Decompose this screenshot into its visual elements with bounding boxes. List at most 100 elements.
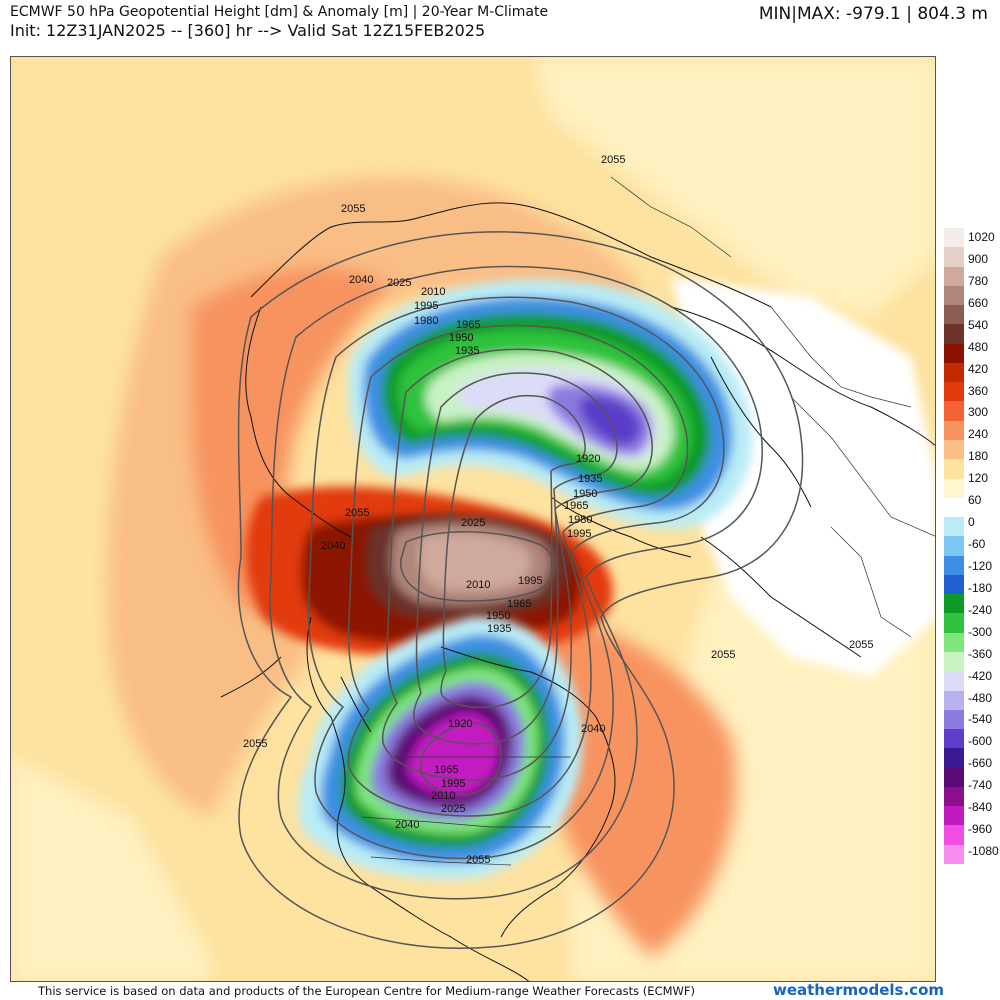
- colorbar-swatch: [944, 767, 964, 788]
- contour-label: 2025: [441, 803, 465, 815]
- map-subtitle: Init: 12Z31JAN2025 -- [360] hr --> Valid…: [10, 21, 486, 40]
- colorbar-swatch: [944, 844, 964, 865]
- contour-label: 2010: [421, 286, 445, 298]
- colorbar-swatch: [944, 382, 964, 402]
- contour-label: 2055: [341, 203, 365, 215]
- contour-label: 2040: [395, 819, 419, 831]
- contour-label: 2040: [349, 274, 373, 286]
- colorbar-swatch: [944, 478, 964, 499]
- colorbar-label: -600: [968, 734, 993, 749]
- colorbar-label: 360: [968, 383, 989, 398]
- contour-label: 2055: [849, 639, 873, 651]
- colorbar-swatch: [944, 613, 964, 634]
- contour-label: 1965: [507, 598, 531, 610]
- colorbar-label: -120: [968, 558, 993, 573]
- colorbar-swatch: [944, 574, 964, 595]
- contour-label: 1995: [567, 528, 591, 540]
- contour-label: 1935: [455, 345, 479, 357]
- contour-label: 1995: [518, 575, 542, 587]
- contour-label: 1965: [434, 764, 458, 776]
- contour-label: 2010: [466, 579, 490, 591]
- contour-label: 2055: [711, 649, 735, 661]
- colorbar-label: -1080: [968, 844, 999, 859]
- site-link[interactable]: weathermodels.com: [772, 981, 944, 999]
- ecmwf-attribution: This service is based on data and produc…: [38, 984, 695, 998]
- colorbar-swatch: [944, 555, 964, 576]
- contour-label: 1965: [564, 500, 588, 512]
- contour-label: 1950: [486, 610, 510, 622]
- colorbar-swatch: [944, 594, 964, 614]
- contour-label: 1935: [487, 623, 511, 635]
- colorbar-label: 540: [968, 317, 989, 332]
- forecast-map: 2055 2055 2055 2055 2055 2055 2055 2040 …: [10, 56, 936, 982]
- colorbar-label: -540: [968, 712, 993, 727]
- colorbar-swatch: [944, 324, 964, 345]
- colorbar-label: 0: [968, 515, 975, 530]
- contour-label: 2055: [345, 507, 369, 519]
- contour-label: 2025: [387, 277, 411, 289]
- contour-label: 2010: [431, 790, 455, 802]
- contour-label: 1920: [448, 718, 472, 730]
- colorbar-label: 60: [968, 493, 982, 508]
- colorbar-swatch: [944, 786, 964, 807]
- colorbar-swatch: [944, 459, 964, 480]
- colorbar-label: 480: [968, 339, 989, 354]
- colorbar-swatch: [944, 362, 964, 383]
- contour-label: 1995: [441, 778, 465, 790]
- colorbar-swatch: [944, 536, 964, 557]
- colorbar-swatch: [944, 709, 964, 730]
- colorbar-label: -740: [968, 778, 993, 793]
- contour-label: 1950: [573, 488, 597, 500]
- colorbar-label: -660: [968, 756, 993, 771]
- colorbar-swatch: [944, 401, 964, 422]
- colorbar-swatch: [944, 247, 964, 268]
- colorbar-label: 240: [968, 427, 989, 442]
- colorbar-label: -180: [968, 580, 993, 595]
- colorbar-swatch: [944, 729, 964, 749]
- contour-label: 2055: [243, 738, 267, 750]
- min-max-readout: MIN|MAX: -979.1 | 804.3 m: [758, 4, 988, 24]
- contour-label: 1935: [578, 473, 602, 485]
- contour-label: 1965: [456, 319, 480, 331]
- near-zero-region: [671, 277, 935, 677]
- eurasian-negative-anomaly: [348, 279, 753, 529]
- contour-label: 1995: [414, 300, 438, 312]
- colorbar-swatch: [944, 690, 964, 711]
- colorbar-swatch: [944, 825, 964, 846]
- colorbar-swatch: [944, 748, 964, 769]
- colorbar-label: 420: [968, 361, 989, 376]
- colorbar-swatch: [944, 285, 964, 306]
- colorbar-swatch: [944, 806, 964, 826]
- anomaly-colorbar: [944, 228, 964, 865]
- colorbar-label: -840: [968, 800, 993, 815]
- colorbar-label: -240: [968, 602, 993, 617]
- colorbar-label: 300: [968, 405, 989, 420]
- colorbar-label: 120: [968, 471, 989, 486]
- contour-label: 1980: [568, 514, 592, 526]
- colorbar-label: 660: [968, 295, 989, 310]
- contour-label: 2040: [321, 540, 345, 552]
- contour-label: 1950: [449, 332, 473, 344]
- colorbar-swatch: [944, 266, 964, 287]
- map-title: ECMWF 50 hPa Geopotential Height [dm] & …: [10, 4, 549, 20]
- colorbar-swatch: [944, 652, 964, 672]
- height-contours: [237, 231, 804, 949]
- contour-label: 2025: [461, 517, 485, 529]
- colorbar-swatch: [944, 420, 964, 441]
- colorbar-label: 180: [968, 449, 989, 464]
- map-canvas: 2055 2055 2055 2055 2055 2055 2055 2040 …: [11, 57, 935, 981]
- colorbar-swatch: [944, 671, 964, 692]
- colorbar-label: -960: [968, 822, 993, 837]
- colorbar-label: -420: [968, 668, 993, 683]
- colorbar-swatch: [944, 228, 964, 248]
- colorbar-label: -360: [968, 646, 993, 661]
- contour-label: 1980: [414, 315, 438, 327]
- contour-label: 1920: [576, 453, 600, 465]
- colorbar-swatch: [944, 343, 964, 364]
- colorbar-swatch: [944, 632, 964, 653]
- colorbar-label: -60: [968, 537, 986, 552]
- colorbar-swatch: [944, 305, 964, 325]
- colorbar-label: -300: [968, 624, 993, 639]
- contour-label: 2055: [466, 854, 490, 866]
- colorbar-label: 1020: [968, 230, 995, 244]
